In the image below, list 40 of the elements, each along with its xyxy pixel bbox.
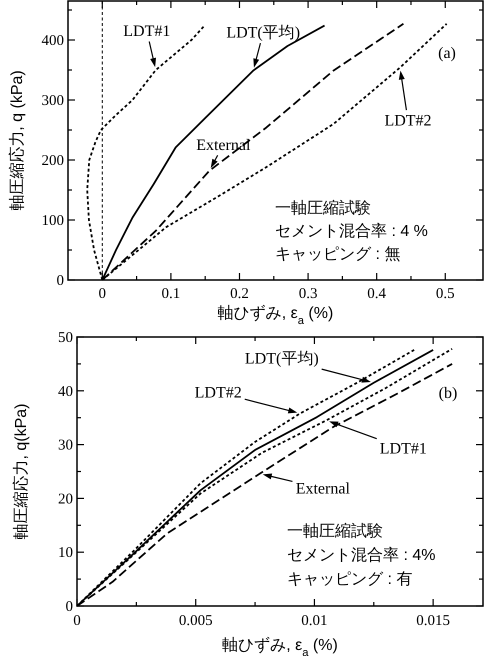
y-tick-label: 300 bbox=[42, 93, 64, 109]
annotation: External bbox=[296, 480, 350, 498]
x-tick-label: 0 bbox=[98, 286, 106, 302]
annotation: キャッピング : 無 bbox=[275, 246, 400, 263]
x-tick-label: 0.1 bbox=[162, 286, 180, 302]
y-tick-label: 100 bbox=[42, 213, 64, 229]
y-tick-label: 0 bbox=[66, 599, 73, 615]
y-tick-label: 200 bbox=[42, 153, 64, 169]
y-tick-label: 400 bbox=[42, 33, 64, 49]
annotation: (b) bbox=[438, 385, 458, 402]
y-axis-title: 軸圧縮応力, q (kPa) bbox=[8, 70, 26, 211]
x-axis-title: 軸ひずみ, ε$_{a}$ (%) bbox=[218, 304, 334, 327]
annotation: LDT#1 bbox=[123, 23, 170, 40]
x-tick-label: 0.3 bbox=[298, 286, 318, 302]
x-tick-label: 0.2 bbox=[230, 286, 249, 302]
annotation: LDT#1 bbox=[380, 440, 427, 458]
x-tick-label: 0.015 bbox=[416, 613, 450, 629]
y-tick-label: 10 bbox=[58, 545, 73, 562]
x-tick-label: 0.5 bbox=[436, 286, 455, 302]
annotation: External bbox=[196, 136, 251, 154]
annotation: LDT(平均) bbox=[244, 350, 319, 368]
annotation: 一軸圧縮試験 bbox=[275, 199, 371, 217]
annotation: キャッピング : 有 bbox=[287, 571, 412, 588]
annotation: 一軸圧縮試験 bbox=[287, 522, 383, 540]
x-tick-label: 0.4 bbox=[367, 286, 387, 302]
annotation: LDT(平均) bbox=[226, 24, 300, 42]
annotation: セメント混合率 : 4 % bbox=[275, 222, 428, 240]
y-axis-title: 軸圧縮応力, q(kPa) bbox=[12, 403, 30, 540]
y-tick-label: 20 bbox=[58, 491, 73, 508]
annotation: (a) bbox=[438, 45, 456, 62]
annotation: LDT#2 bbox=[194, 384, 242, 402]
x-axis-title: 軸ひずみ, ε$_{a}$ (%) bbox=[222, 636, 338, 656]
annotation: LDT#2 bbox=[384, 112, 432, 130]
x-tick-label: 0.01 bbox=[301, 613, 328, 629]
x-tick-label: 0.005 bbox=[178, 613, 213, 629]
y-tick-label: 50 bbox=[58, 330, 73, 346]
y-tick-label: 0 bbox=[56, 273, 64, 289]
y-tick-label: 30 bbox=[58, 438, 73, 454]
y-tick-label: 40 bbox=[58, 384, 73, 400]
annotation: セメント混合率 : 4% bbox=[287, 546, 436, 564]
